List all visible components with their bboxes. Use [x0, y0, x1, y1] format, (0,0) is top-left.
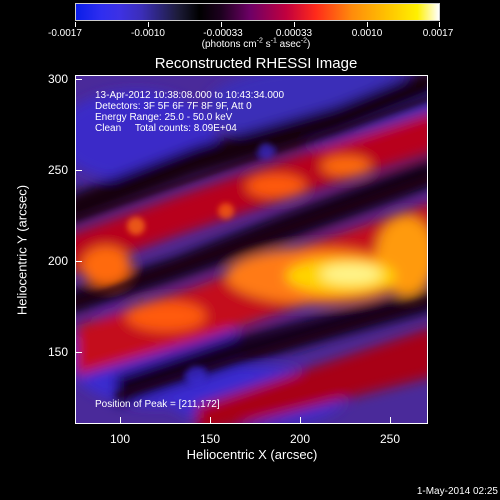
units-part: asec: [276, 39, 301, 50]
x-axis-label: Heliocentric X (arcsec): [186, 447, 318, 462]
colorbar-tick: [439, 22, 440, 27]
y-axis-label: Heliocentric Y (arcsec): [14, 184, 30, 316]
units-part: ): [307, 39, 311, 50]
info-energy-range: Energy Range: 25.0 - 50.0 keV: [95, 112, 233, 123]
info-time-range: 13-Apr-2012 10:38:08.000 to 10:43:34.000: [95, 90, 285, 101]
y-tick-mark: [75, 261, 82, 262]
image-title: Reconstructed RHESSI Image: [154, 55, 358, 72]
y-tick-label: 200: [47, 254, 68, 268]
x-tick-mark: [300, 417, 301, 424]
colorbar-tick: [367, 22, 368, 27]
info-counts: Clean Total counts: 8.09E+04: [95, 123, 237, 134]
y-tick-label: 250: [47, 163, 68, 177]
x-tick-label: 250: [379, 432, 401, 446]
colorbar-tick: [294, 22, 295, 27]
info-detectors: Detectors: 3F 5F 6F 7F 8F 9F, Att 0: [95, 101, 252, 112]
x-tick-mark: [210, 417, 211, 424]
x-tick-label: 100: [109, 432, 131, 446]
peak-position-label: Position of Peak = [211,172]: [95, 399, 220, 410]
units-part: (photons cm: [201, 39, 257, 50]
colorbar: [75, 3, 440, 21]
y-tick-mark: [75, 352, 82, 353]
units-part: -2: [300, 37, 308, 45]
colorbar-tick-label: -0.0017: [48, 28, 82, 39]
y-tick-label: 150: [47, 345, 68, 359]
colorbar-tick-label: -0.00033: [203, 28, 243, 39]
colorbar-tick: [148, 22, 149, 27]
colorbar-units: (photons cm-2 s-1 asec-2): [201, 37, 311, 50]
units-part: -1: [270, 37, 277, 45]
units-part: -2: [256, 37, 263, 45]
y-tick-mark: [75, 170, 82, 171]
x-tick-label: 200: [289, 432, 311, 446]
colorbar-tick-label: 0.0017: [422, 28, 454, 39]
x-tick-label: 150: [199, 432, 221, 446]
date-stamp: 1-May-2014 02:25: [416, 486, 498, 497]
colorbar-tick: [75, 22, 76, 27]
colorbar-tick: [221, 22, 222, 27]
x-tick-mark: [390, 417, 391, 424]
rhessi-image-map: [76, 76, 427, 423]
colorbar-tick-label: 0.0010: [351, 28, 383, 39]
units-part: s: [262, 39, 271, 50]
x-tick-mark: [120, 417, 121, 424]
colorbar-tick-label: -0.0010: [131, 28, 165, 39]
rhessi-image: [75, 75, 428, 424]
y-tick-label: 300: [47, 72, 68, 86]
y-tick-mark: [75, 79, 82, 80]
colorbar-tick-label: 0.00033: [275, 28, 313, 39]
